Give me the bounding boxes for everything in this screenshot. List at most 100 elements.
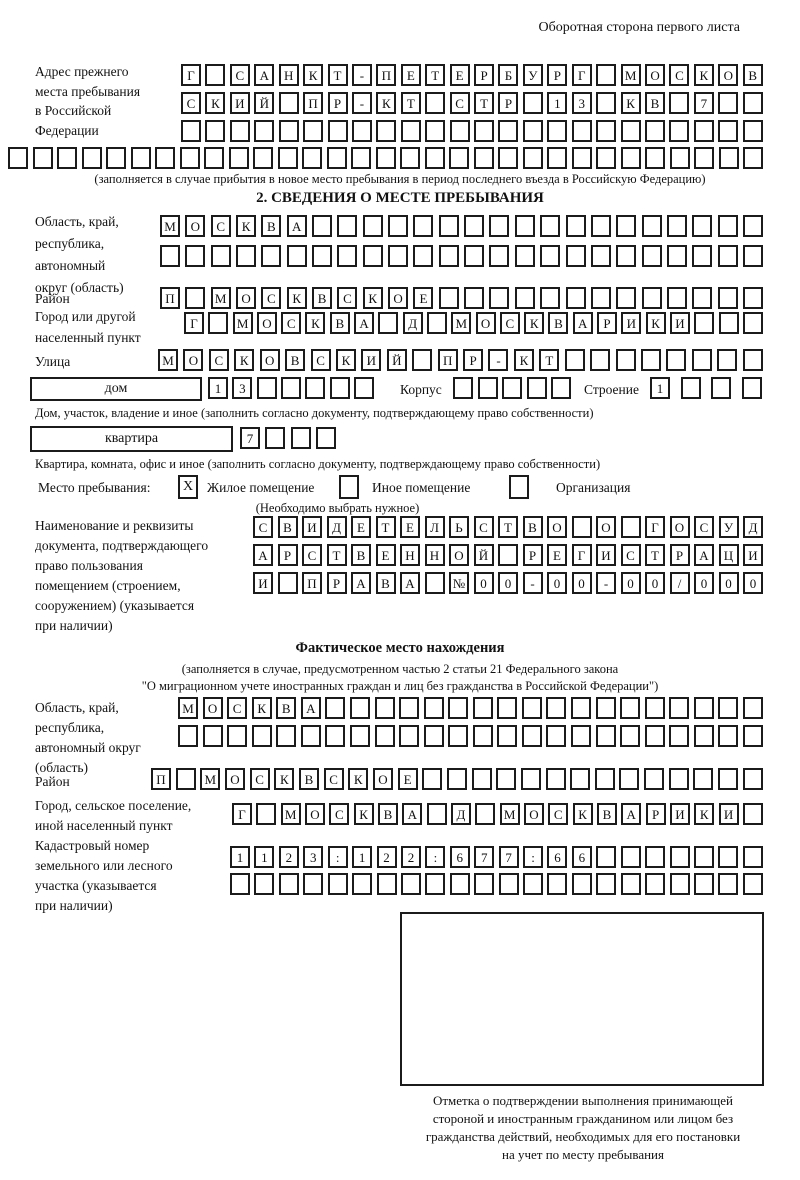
char-cell	[641, 245, 662, 267]
char-cell	[570, 768, 591, 790]
char-cell	[448, 725, 469, 747]
char-cell	[596, 64, 617, 86]
char-cell	[227, 725, 248, 747]
char-cell	[620, 725, 641, 747]
char-cell	[185, 245, 206, 267]
char-cell: Р	[327, 92, 348, 114]
char-cell: А	[354, 312, 375, 334]
char-cell: О	[645, 64, 666, 86]
char-cell: О	[236, 287, 257, 309]
char-cell	[400, 147, 420, 169]
occupancy-hint: (Необходимо выбрать нужное)	[255, 501, 420, 515]
char-cell: 0	[620, 572, 641, 594]
char-cell	[261, 245, 282, 267]
char-cell: М	[210, 287, 231, 309]
char-cell	[424, 572, 445, 594]
char-cell	[620, 120, 641, 142]
char-cell	[278, 92, 299, 114]
char-cell: А	[286, 215, 307, 237]
char-cell	[596, 120, 617, 142]
char-cell: А	[351, 572, 371, 594]
char-cell	[669, 846, 690, 868]
char-cell	[160, 245, 180, 267]
char-cell: 7	[474, 846, 495, 868]
char-cell: 7	[693, 92, 714, 114]
char-cell	[718, 873, 739, 895]
char-cell	[315, 427, 336, 449]
char-cell	[669, 92, 690, 114]
char-cell	[718, 147, 739, 169]
char-cell: П	[151, 768, 171, 790]
char-cell: -	[488, 349, 509, 371]
char-cell: М	[160, 215, 180, 237]
char-cell	[349, 697, 370, 719]
char-cell: В	[742, 64, 763, 86]
char-cell	[229, 120, 250, 142]
char-cell	[693, 120, 714, 142]
char-cell	[595, 697, 616, 719]
char-cell	[565, 287, 586, 309]
char-cell	[742, 349, 763, 371]
char-cell	[717, 245, 738, 267]
char-cell: И	[718, 803, 739, 825]
char-cell: Т	[425, 64, 446, 86]
cadastre-label: Кадастровый номер земельного или лесного…	[35, 838, 173, 913]
char-cell: В	[596, 803, 617, 825]
char-cell	[254, 873, 275, 895]
flat-number-row: 7	[240, 427, 336, 449]
checkbox-organization	[509, 475, 529, 499]
actual-location-caption-1: (заполняется в случае, предусмотренном ч…	[181, 662, 619, 676]
char-cell: Г	[571, 544, 592, 566]
char-cell	[571, 697, 591, 719]
char-cell: О	[183, 349, 204, 371]
char-cell: 0	[473, 572, 494, 594]
char-cell	[742, 803, 763, 825]
char-cell	[669, 120, 690, 142]
char-cell	[522, 92, 543, 114]
char-cell	[666, 215, 687, 237]
char-cell	[644, 768, 665, 790]
cadastre-row-2	[230, 873, 763, 895]
char-cell: Г	[184, 312, 204, 334]
char-cell	[669, 725, 690, 747]
char-cell: П	[302, 572, 322, 594]
char-cell	[718, 120, 739, 142]
char-cell: В	[645, 92, 666, 114]
char-cell: М	[158, 349, 178, 371]
char-cell: Е	[413, 287, 434, 309]
char-cell: 0	[718, 572, 739, 594]
char-cell	[202, 725, 223, 747]
char-cell: Т	[327, 64, 348, 86]
char-cell	[302, 147, 322, 169]
char-cell	[522, 120, 543, 142]
char-cell	[305, 377, 326, 399]
char-cell: И	[253, 572, 273, 594]
char-cell	[280, 377, 301, 399]
char-cell: Е	[351, 516, 371, 538]
char-cell	[590, 215, 611, 237]
char-cell	[718, 768, 739, 790]
char-cell: 3	[232, 377, 253, 399]
char-cell: Ц	[718, 544, 739, 566]
char-cell: Б	[498, 64, 519, 86]
actual-location-title: Фактическое место нахождения	[295, 640, 505, 656]
char-cell: А	[400, 572, 420, 594]
char-cell	[327, 120, 348, 142]
char-cell	[256, 377, 277, 399]
char-cell	[718, 725, 739, 747]
char-cell	[210, 245, 231, 267]
char-cell	[303, 120, 324, 142]
char-cell: Р	[645, 803, 666, 825]
char-cell	[564, 349, 585, 371]
char-cell: И	[361, 349, 382, 371]
char-cell	[498, 120, 519, 142]
char-cell	[300, 725, 321, 747]
char-cell: У	[522, 64, 543, 86]
char-cell	[472, 697, 493, 719]
char-cell	[502, 377, 522, 399]
char-cell	[540, 215, 561, 237]
char-cell	[694, 846, 715, 868]
